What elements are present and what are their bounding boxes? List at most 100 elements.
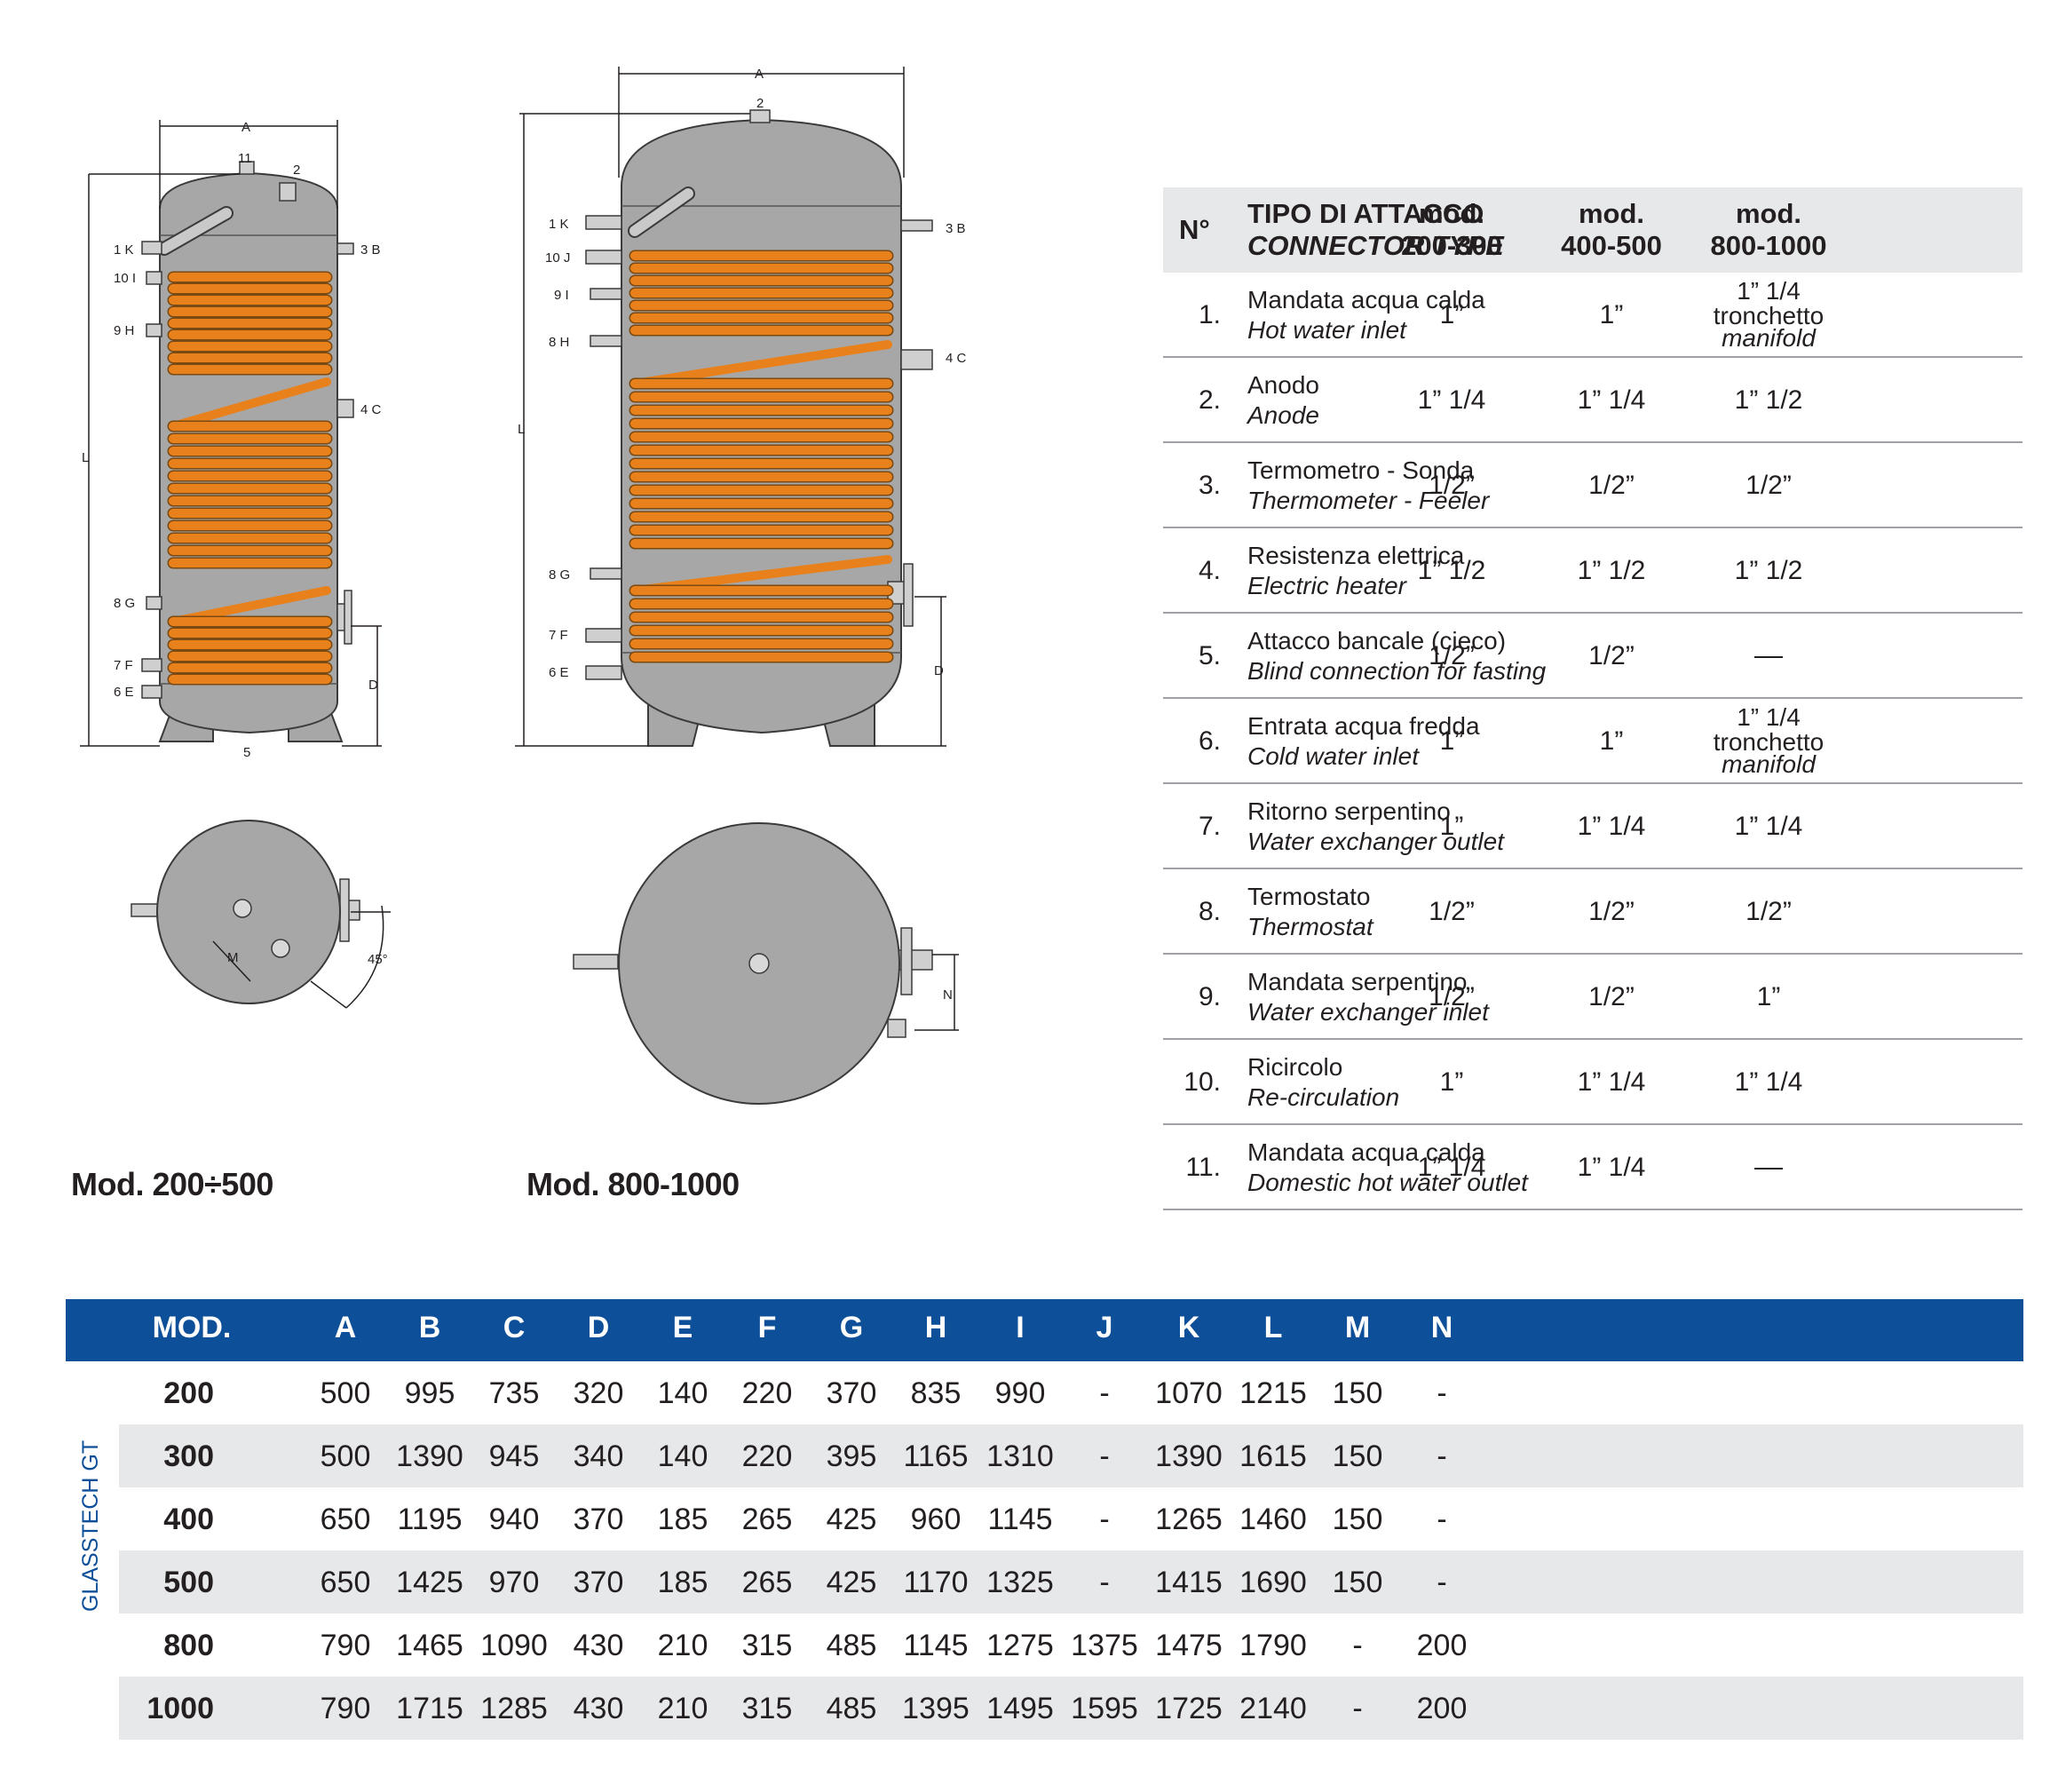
value-cell: 1325 [986,1566,1054,1599]
value-cell: 1285 [480,1692,548,1725]
value-cell: 485 [826,1629,877,1662]
value-cell: 1165 [903,1439,969,1473]
value-model-200-300: 1/2” [1429,982,1475,1011]
connector-number: 3. [1198,471,1221,500]
value-cell: 1395 [902,1692,970,1725]
value-cell: 1790 [1239,1629,1307,1662]
value-cell: 1145 [987,1503,1053,1536]
svg-text:3 B: 3 B [946,221,966,236]
svg-text:1 K: 1 K [549,217,569,232]
svg-text:9 I: 9 I [554,288,569,303]
svg-text:4 C: 4 C [946,351,967,366]
connector-type-en: Water exchanger outlet [1247,828,1504,855]
value-model-400-500: 1” 1/2 [1577,556,1646,585]
value-cell: - [1352,1629,1363,1662]
svg-text:6 E: 6 E [114,685,134,700]
value-model-200-300: 1” 1/2 [1417,556,1486,585]
column-header: K [1177,1311,1200,1344]
value-cell: 1275 [986,1629,1054,1662]
connector-type-it: Mandata acqua calda [1247,286,1485,313]
connector-row: 4. Resistenza elettrica Electric heater 1” … [1163,528,2022,614]
value-cell: 185 [657,1566,708,1599]
connector-type-it: Mandata acqua calda [1247,1138,1485,1166]
col-model1-header-b: 200-300 [1401,230,1502,261]
model-cell: 1000 [146,1692,214,1725]
value-model-800-1000: 1” 1/4 [1734,812,1803,841]
connector-type-it: Ricircolo [1247,1053,1343,1081]
value-model-400-500: 1” 1/4 [1577,812,1646,841]
value-cell: 1615 [1239,1439,1307,1473]
column-header: N [1430,1311,1453,1344]
value-model-800-1000: 1” 1/2 [1734,556,1803,585]
column-header: A [334,1311,357,1344]
value-cell: 1715 [396,1692,463,1725]
value-cell: 1460 [1239,1503,1307,1536]
connector-number: 2. [1198,385,1221,415]
value-model-800-1000: 1/2” [1745,897,1792,926]
value-cell: 1475 [1155,1629,1223,1662]
connector-type: Termometro - Sonda Thermometer - Feeler [1247,456,1489,516]
value-model-400-500: 1/2” [1588,641,1635,670]
svg-text:10 J: 10 J [545,250,570,266]
svg-text:6 E: 6 E [549,665,569,680]
connector-type-en: Hot water inlet [1247,316,1406,344]
svg-text:10 I: 10 I [114,271,136,286]
col-model1-header-a: mod. [1418,198,1485,229]
value-model-200-300: 1/2” [1429,641,1475,670]
connector-row: 7. Ritorno serpentino Water exchanger outl… [1163,784,2022,869]
value-sub: tronchetto [1713,302,1825,329]
value-cell: 990 [994,1376,1046,1410]
large-tank-elevation: A 2 1 K 3 B 10 J 9 I 8 H 4 C L 8 G 7 F 6… [515,67,967,747]
connector-type-en: Cold water inlet [1247,742,1419,770]
value-cell: 1070 [1155,1376,1223,1410]
value-cell: 500 [320,1439,371,1473]
connector-type-en: Anode [1247,401,1319,429]
col-model2-header-b: 400-500 [1561,230,1662,261]
value-cell: 395 [826,1439,877,1473]
connector-type: Resistenza elettrica Electric heater [1247,541,1464,601]
table-row: 300 500 1390 945 340 140 220 395 1165 1310 - 1390 16… [119,1424,2023,1487]
value-cell: 1595 [1071,1692,1138,1725]
connector-number: 1. [1198,300,1221,329]
col-type-header-it: TIPO DI ATTACCO [1247,198,1484,229]
value-cell: - [1437,1376,1447,1410]
value-cell: - [1352,1692,1363,1725]
value-cell: 1145 [903,1629,969,1662]
value-cell: 220 [741,1439,793,1473]
value-model-400-500: 1/2” [1588,982,1635,1011]
value-cell: 1375 [1071,1629,1138,1662]
value-cell: 1170 [903,1566,969,1599]
connector-row: 3. Termometro - Sonda Thermometer - Feeler… [1163,443,2022,528]
tank-drawings-svg: .tank { fill:#a7a7a7; stroke:#3a3a3a; st… [80,67,967,1105]
value-cell: 200 [1416,1629,1468,1662]
connector-type-it: Attacco bancale (cieco) [1247,627,1507,654]
model-cell: 500 [163,1566,214,1599]
value-cell: 650 [320,1566,371,1599]
connector-type: Anodo Anode [1247,370,1319,431]
value-cell: - [1437,1566,1447,1599]
value-cell: 140 [657,1376,708,1410]
value-model-200-300: 1” [1439,726,1464,756]
connector-number: 5. [1198,641,1221,670]
column-header: M [1344,1311,1371,1344]
value-cell: - [1099,1566,1110,1599]
value-cell: 1265 [1155,1503,1223,1536]
value-cell: 1195 [397,1503,463,1536]
connector-type-it: Entrata acqua fredda [1247,712,1480,740]
connector-number: 4. [1198,556,1221,585]
dimension-table-header: MOD. A B C D E F G H I J K L M N [66,1299,2023,1361]
value-model-400-500: 1” [1599,726,1624,756]
value-cell: 735 [488,1376,540,1410]
value-text: 1” 1/4 [1737,703,1801,731]
svg-text:1 K: 1 K [114,242,134,258]
connector-number: 10. [1183,1067,1221,1097]
value-cell: 200 [1416,1692,1468,1725]
connector-row: 11. Mandata acqua calda Domestic hot water… [1163,1125,2022,1210]
value-cell: 370 [573,1566,624,1599]
value-cell: 500 [320,1376,371,1410]
small-tank-elevation: A 11 2 1 K 3 B 10 I 9 H 4 C L 8 G 7 F 6 … [80,120,382,760]
value-text: 1” 1/4 [1737,277,1801,305]
value-model-800-1000: 1” 1/4 [1734,1067,1803,1097]
column-header: L [1263,1311,1283,1344]
value-cell: 1390 [1155,1439,1223,1473]
